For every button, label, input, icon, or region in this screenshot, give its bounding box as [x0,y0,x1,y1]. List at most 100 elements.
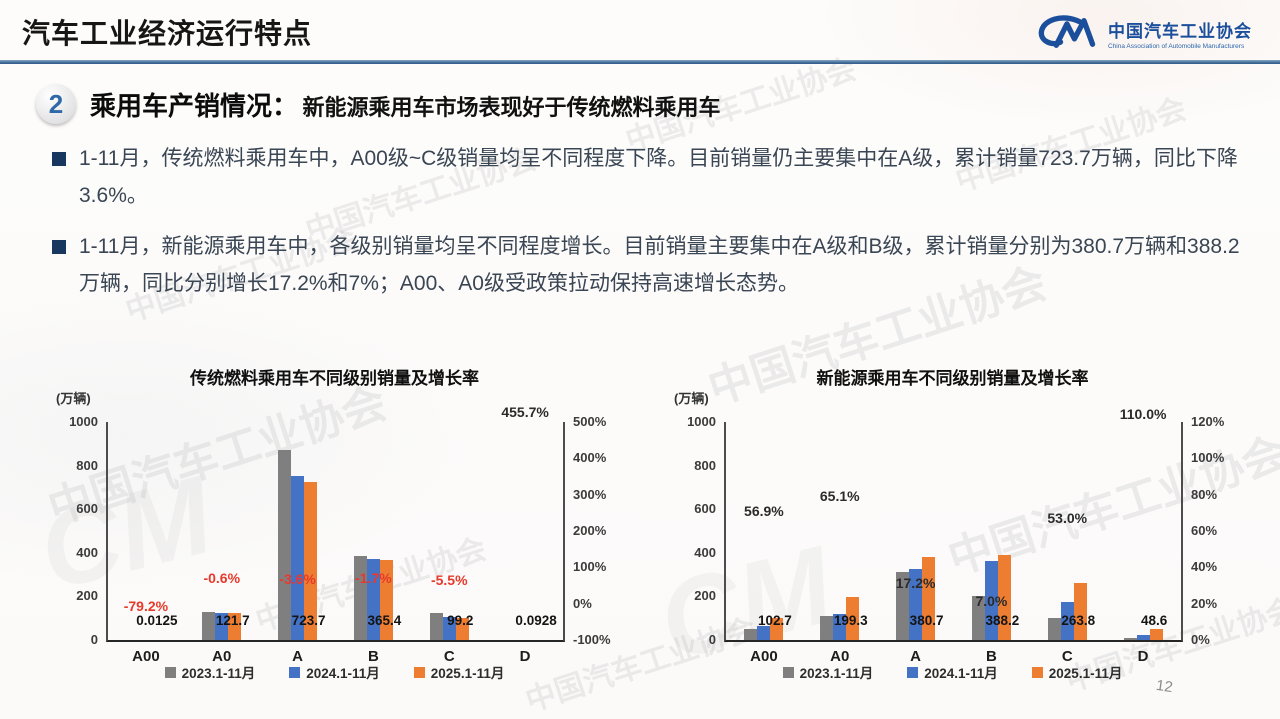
x-axis-category-label: A00 [132,648,160,665]
y-axis-tick-label: 800 [694,457,716,473]
cam-logo-icon [1038,15,1096,48]
page-number: 12 [1154,676,1174,697]
x-axis-category-label: D [519,648,531,665]
bar-series-2-cat-a0 [215,613,229,640]
x-axis-category-label: C [1061,648,1073,665]
secondary-axis-tick-label: 40% [1191,559,1218,575]
section-header: 2 乘用车产销情况： 新能源乘用车市场表现好于传统燃料乘用车 [36,84,720,124]
axis-unit-label: (万辆) [674,391,709,406]
bar-series-2-cat-c [1060,602,1074,640]
section-subheading: 新能源乘用车市场表现好于传统燃料乘用车 [302,94,721,120]
legend-item: 2024.1-11月 [907,662,998,682]
bar-series-3-cat-a [304,482,318,640]
bar-value-label: 121.7 [215,613,250,628]
axis-unit-label: (万辆) [56,391,91,406]
x-axis-category-label: B [367,648,379,665]
bar-series-2-cat-b [984,560,998,640]
bar-value-label: 380.7 [909,613,944,628]
bar-series-1-cat-b [971,596,985,640]
chart-title: 传统燃料乘用车不同级别销量及增长率 [190,369,479,388]
bullet-square-icon [52,239,66,254]
secondary-axis-tick-label: 0% [573,595,592,611]
growth-rate-label: 110.0% [1119,406,1167,423]
logo-name-cn: 中国汽车工业协会 [1108,21,1252,41]
x-axis-category-label: B [985,648,997,665]
bar-series-2-cat-a0 [833,613,847,640]
secondary-axis-tick-label: 400% [573,450,607,466]
x-axis-category-label: A00 [750,648,778,665]
chart-legend: 2023.1-11月 2024.1-11月 2025.1-11月 [42,662,627,682]
chart-new-energy: 新能源乘用车不同级别销量及增长率 (万辆) 1000 800 600 400 200 0 1… [660,356,1245,708]
bar-value-label: 48.6 [1140,613,1168,628]
bar-series-3-cat-b [997,555,1011,640]
header-divider [0,60,1280,64]
secondary-axis-tick-label: -100% [573,632,611,647]
legend-label: 2023.1-11月 [799,666,874,681]
y-axis-tick-label: 400 [76,544,98,560]
bullet-text-1: 1-11月，传统燃料乘用车中，A00级~C级销量均呈不同程度下降。目前销量仍主要… [79,147,1238,208]
growth-rate-label: -0.6% [203,569,241,586]
bullet-item-2: 1-11月，新能源乘用车中，各级别销量均呈不同程度增长。目前销量主要集中在A级和… [52,228,1242,303]
growth-rate-label: 455.7% [501,404,549,421]
bar-series-1-cat-d [1123,638,1137,640]
charts-row: 传统燃料乘用车不同级别销量及增长率 (万辆) 1000 800 600 400 200 0… [0,356,1280,716]
secondary-axis-tick-label: 100% [573,559,607,575]
bar-value-label: 0.0125 [136,613,178,628]
legend-label: 2024.1-11月 [306,666,380,681]
legend-swatch-icon [164,666,176,678]
growth-rate-label: -5.5% [430,571,468,588]
bar-series-1-cat-a0 [820,616,834,640]
bar-series-3-cat-c [455,618,469,640]
chart-title: 新能源乘用车不同级别销量及增长率 [816,369,1089,388]
bar-series-2-cat-a [291,476,305,640]
bar-value-label: 263.8 [1061,613,1096,628]
secondary-axis-tick-label: 120% [1191,414,1225,429]
bar-value-label: 102.7 [758,613,792,628]
bullet-text-2: 1-11月，新能源乘用车中，各级别销量均呈不同程度增长。目前销量主要集中在A级和… [79,234,1240,296]
secondary-axis-tick-label: 500% [573,414,607,429]
legend-item: 2024.1-11月 [289,662,380,682]
secondary-axis-tick-label: 60% [1191,523,1218,538]
bar-value-label: 723.7 [291,613,326,628]
bar-series-1-cat-a [278,450,292,640]
bar-series-3-cat-c [1073,582,1087,640]
legend-item: 2023.1-11月 [782,662,874,682]
y-axis-tick-label: 1000 [687,414,716,429]
legend-swatch-icon [289,666,301,678]
growth-rate-label: 56.9% [744,502,784,519]
bar-series-2-cat-c [442,617,456,640]
chart-legend: 2023.1-11月 2024.1-11月 2025.1-11月 [660,662,1245,682]
bar-series-1-cat-a00 [744,629,758,640]
bar-series-1-cat-b [353,556,367,640]
section-heading: 乘用车产销情况： [90,90,299,121]
y-axis-tick-label: 200 [76,588,98,604]
x-axis-category-label: A0 [212,648,232,665]
bar-series-1-cat-a [896,572,910,640]
bar-value-label: 0.0928 [515,613,557,628]
bar-series-2-cat-b [366,558,380,640]
bar-series-2-cat-a [909,569,923,640]
legend-item: 2025.1-11月 [413,662,504,682]
x-axis-category-label: A [910,648,921,665]
legend-swatch-icon [1031,666,1043,678]
secondary-axis-tick-label: 100% [1191,450,1225,466]
x-axis-category-label: D [1137,648,1149,665]
org-logo: 中国汽车工业协会 China Association of Automobile… [1036,12,1252,54]
legend-swatch-icon [907,666,919,678]
bar-series-3-cat-a0 [846,596,860,640]
y-axis-tick-label: 600 [76,501,98,517]
bar-value-label: 365.4 [367,613,402,628]
secondary-axis-tick-label: 80% [1191,486,1218,502]
bar-series-3-cat-a0 [228,613,242,640]
bar-series-2-cat-d [1136,634,1150,640]
bar-series-3-cat-a00 [770,617,784,640]
bar-series-3-cat-d [1149,629,1163,640]
bar-value-label: 199.3 [833,613,868,628]
y-axis-tick-label: 400 [694,544,716,560]
logo-name-en: China Association of Automobile Manufact… [1108,42,1245,50]
growth-rate-label: -1.7% [355,570,392,587]
y-axis-tick-label: 600 [694,501,716,517]
y-axis-tick-label: 1000 [69,414,98,429]
legend-label: 2025.1-11月 [1048,666,1123,681]
plot-area: 1000 800 600 400 200 0 500% 400% 300% 200% 100% 0% -… [69,404,611,665]
